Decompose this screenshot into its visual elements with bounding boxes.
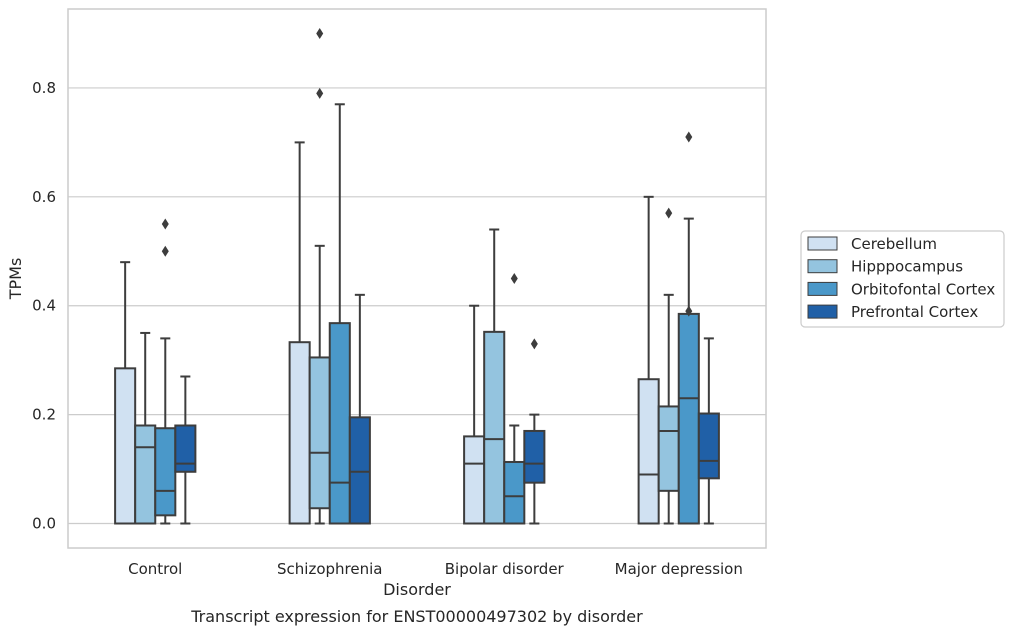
box-prefrontal-cortex [697, 337, 720, 525]
box-body [288, 341, 311, 525]
x-tick-label: Bipolar disorder [445, 560, 565, 578]
outlier-point [530, 338, 538, 350]
box-body [134, 424, 157, 525]
chart-caption: Transcript expression for ENST0000049730… [190, 607, 643, 626]
legend-swatch [807, 304, 838, 319]
x-axis-ticks: Control Schizophrenia Bipolar disorder Majo… [128, 560, 743, 578]
box-body [114, 367, 137, 525]
box-body [348, 416, 371, 525]
box-cerebellum [288, 141, 311, 525]
plot-area [114, 28, 720, 525]
outlier-point [685, 305, 693, 317]
box-hipppocampus [308, 28, 331, 525]
legend: Cerebellum Hipppocampus Orbitofontal Corte… [800, 230, 1005, 328]
box-hipppocampus [483, 228, 506, 525]
x-axis-label: Disorder [383, 580, 451, 599]
legend-label: Prefrontal Cortex [851, 303, 978, 321]
box-body [697, 412, 720, 480]
box-body [463, 435, 486, 525]
box-orbitofontal-cortex [328, 103, 351, 525]
box-body [174, 424, 197, 473]
legend-label: Cerebellum [851, 235, 937, 253]
y-axis-label: TPMs [6, 258, 25, 301]
x-tick-label: Major depression [615, 560, 743, 578]
y-tick-label: 0.2 [32, 406, 56, 424]
box-body [154, 427, 177, 517]
box-hipppocampus [134, 331, 157, 525]
legend-swatch [807, 281, 838, 296]
box-body [657, 405, 680, 492]
box-cerebellum [114, 261, 137, 525]
box-body [637, 378, 660, 525]
box-body [308, 356, 331, 510]
y-axis-ticks: 0.0 0.2 0.4 0.6 0.8 [32, 79, 56, 533]
outlier-point [665, 207, 673, 219]
y-tick-label: 0.4 [32, 297, 56, 315]
box-orbitofontal-cortex [154, 218, 177, 525]
legend-label: Hipppocampus [851, 258, 963, 276]
box-body [503, 460, 526, 525]
y-tick-label: 0.0 [32, 515, 56, 533]
plot-frame [67, 8, 767, 549]
y-tick-label: 0.8 [32, 79, 56, 97]
legend-frame [800, 230, 1005, 328]
box-prefrontal-cortex [523, 338, 546, 525]
box-prefrontal-cortex [348, 293, 371, 525]
outlier-point [316, 87, 324, 99]
outlier-point [161, 245, 169, 257]
legend-label: Orbitofontal Cortex [851, 280, 995, 298]
outlier-point [685, 131, 693, 143]
box-hipppocampus [657, 207, 680, 525]
y-tick-label: 0.6 [32, 188, 56, 206]
outlier-point [316, 28, 324, 39]
outlier-point [161, 218, 169, 230]
box-body [677, 312, 700, 525]
x-tick-label: Control [128, 560, 182, 578]
box-body [483, 330, 506, 525]
box-body [523, 429, 546, 484]
box-orbitofontal-cortex [677, 131, 700, 525]
box-orbitofontal-cortex [503, 273, 526, 525]
legend-swatch [807, 259, 838, 274]
x-tick-label: Schizophrenia [277, 560, 382, 578]
legend-swatch [807, 236, 838, 251]
outlier-point [510, 273, 518, 284]
box-cerebellum [637, 195, 660, 525]
box-body [328, 322, 351, 525]
box-prefrontal-cortex [174, 375, 197, 525]
